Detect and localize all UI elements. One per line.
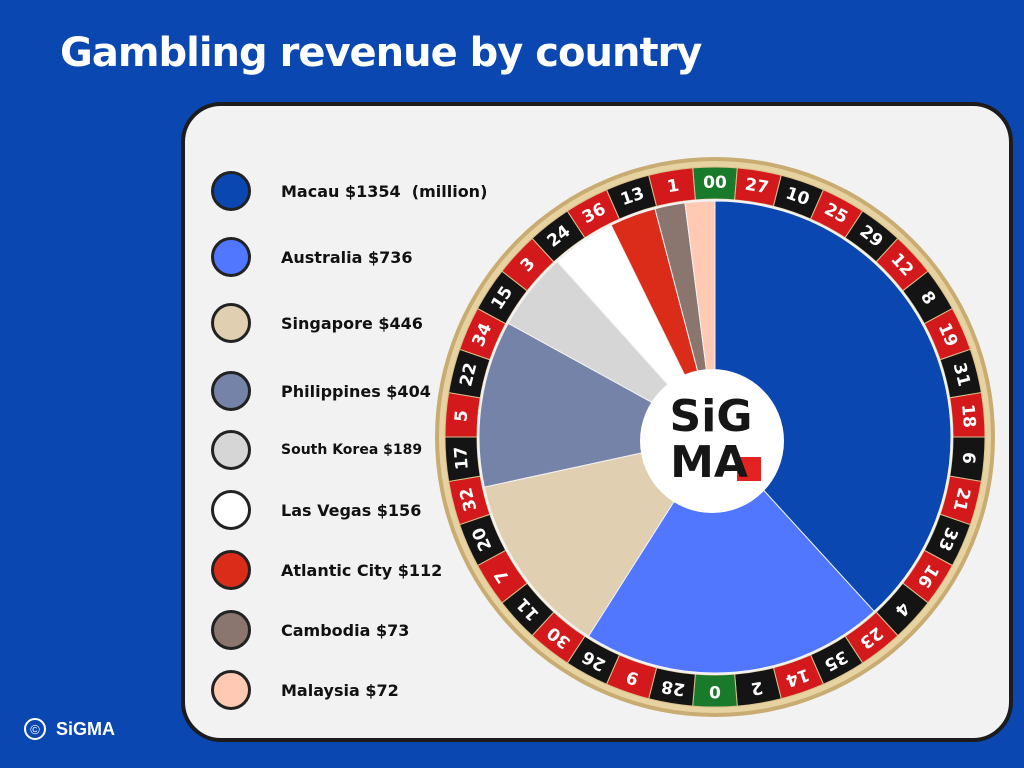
legend-label: Philippines $404 — [281, 381, 431, 401]
pie-slice-australia — [587, 436, 875, 674]
legend-swatch — [211, 371, 251, 411]
logo-red-square — [737, 457, 761, 481]
wheel-number: 27 — [743, 175, 770, 199]
legend-swatch — [211, 670, 251, 710]
legend-swatch — [211, 237, 251, 277]
pie-slice-macau — [714, 200, 952, 613]
footer-brand: SiGMA — [56, 718, 116, 739]
legend-label: Atlantic City $112 — [281, 560, 443, 580]
copyright-icon: © — [24, 718, 46, 740]
legend-item: Malaysia $72 — [211, 667, 399, 713]
wheel-number: 1 — [666, 176, 681, 198]
legend-label: South Korea $189 — [281, 442, 423, 458]
page-title: Gambling revenue by country — [60, 30, 702, 76]
legend-swatch — [211, 303, 251, 343]
wheel-number: 0 — [709, 681, 721, 701]
legend-swatch — [211, 610, 251, 650]
legend-swatch — [211, 171, 251, 211]
legend-item: Singapore $446 — [211, 300, 423, 346]
footer: © SiGMA — [24, 718, 115, 740]
legend-label: Macau $1354 (million) — [281, 181, 488, 201]
legend-swatch — [211, 550, 251, 590]
legend-label: Las Vegas $156 — [281, 500, 422, 520]
wheel-number: 18 — [957, 403, 979, 428]
legend-item: Macau $1354 (million) — [211, 168, 487, 214]
wheel-number: 6 — [958, 451, 979, 464]
wheel-number: 2 — [749, 677, 764, 699]
legend: Macau $1354 (million) Australia $736 Singa… — [185, 106, 487, 746]
legend-swatch — [211, 490, 251, 530]
legend-item: Las Vegas $156 — [211, 487, 421, 533]
logo-text-line1: SiG — [670, 391, 753, 442]
legend-item: Philippines $404 — [211, 368, 431, 414]
wheel-number: 00 — [703, 173, 727, 193]
legend-label: Singapore $446 — [281, 313, 423, 333]
legend-label: Malaysia $72 — [281, 680, 399, 700]
logo-text-line2: MA — [670, 437, 748, 488]
legend-label: Australia $736 — [281, 247, 413, 267]
legend-label: Cambodia $73 — [281, 620, 410, 640]
legend-item: Atlantic City $112 — [211, 547, 442, 593]
wheel-number: 17 — [451, 445, 473, 470]
legend-item: South Korea $189 — [211, 427, 422, 473]
legend-item: Cambodia $73 — [211, 607, 409, 653]
wheel-number: 5 — [451, 409, 472, 422]
legend-swatch — [211, 430, 251, 470]
legend-item: Australia $736 — [211, 234, 413, 280]
roulette-pie-chart: 00 27 102529128193118621331642335142028926… — [435, 157, 995, 717]
wheel-number: 28 — [660, 676, 687, 700]
